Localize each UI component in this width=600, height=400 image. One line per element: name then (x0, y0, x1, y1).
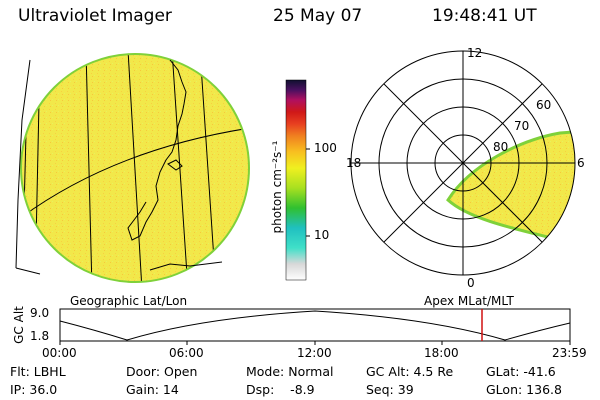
status-gain: Gain: 14 (126, 382, 179, 397)
y-tick-1-8: 1.8 (30, 329, 50, 343)
mlt-label-6: 6 (577, 156, 585, 170)
status-glat: GLat: -41.6 (486, 364, 556, 379)
gc-alt-axis-title: GC Alt (12, 306, 26, 344)
x-tick-1800: 18:00 (424, 346, 459, 360)
coastline-island (167, 159, 183, 171)
mlat-label-80: 80 (493, 140, 509, 154)
mlt-label-18: 18 (346, 156, 362, 170)
color-bar-unit: photon cm⁻²s⁻¹ (270, 140, 284, 234)
mlt-label-12: 12 (467, 46, 483, 60)
status-gc-alt: GC Alt: 4.5 Re (366, 364, 454, 379)
status-mode: Mode: Normal (246, 364, 334, 379)
mlat-label-70: 70 (514, 119, 530, 133)
geographic-label: Geographic Lat/Lon (70, 294, 188, 308)
mlat-label-60: 60 (536, 98, 552, 112)
time-label: 19:48:41 UT (432, 6, 537, 26)
status-dsp: Dsp: -8.9 (246, 382, 315, 397)
apex-label: Apex MLat/MLT (424, 294, 514, 308)
polar-plot (350, 50, 576, 276)
mlt-label-0: 0 (467, 276, 475, 290)
geographic-image (15, 53, 250, 283)
status-ip: IP: 36.0 (10, 382, 58, 397)
x-tick-0600: 06:00 (169, 346, 204, 360)
altitude-trace (59, 310, 571, 341)
coastline (127, 59, 187, 241)
status-door: Door: Open (126, 364, 198, 379)
instrument-title: Ultraviolet Imager (18, 6, 172, 26)
mlt-diagonal-2 (383, 83, 543, 243)
color-bar-label-10: 10 (314, 228, 330, 242)
x-tick-0000: 00:00 (42, 346, 77, 360)
status-flt: Flt: LBHL (10, 364, 66, 379)
y-tick-9: 9.0 (30, 306, 50, 320)
date-label: 25 May 07 (273, 6, 363, 26)
status-glon: GLon: 136.8 (486, 382, 562, 397)
status-seq: Seq: 39 (366, 382, 414, 397)
x-tick-1200: 12:00 (297, 346, 332, 360)
coastline-edge (15, 59, 223, 275)
color-bar-label-100: 100 (314, 141, 337, 155)
altitude-plot (59, 308, 571, 345)
altitude-plot-frame (59, 308, 571, 342)
color-bar (285, 79, 307, 281)
x-tick-2359: 23:59 (552, 346, 587, 360)
